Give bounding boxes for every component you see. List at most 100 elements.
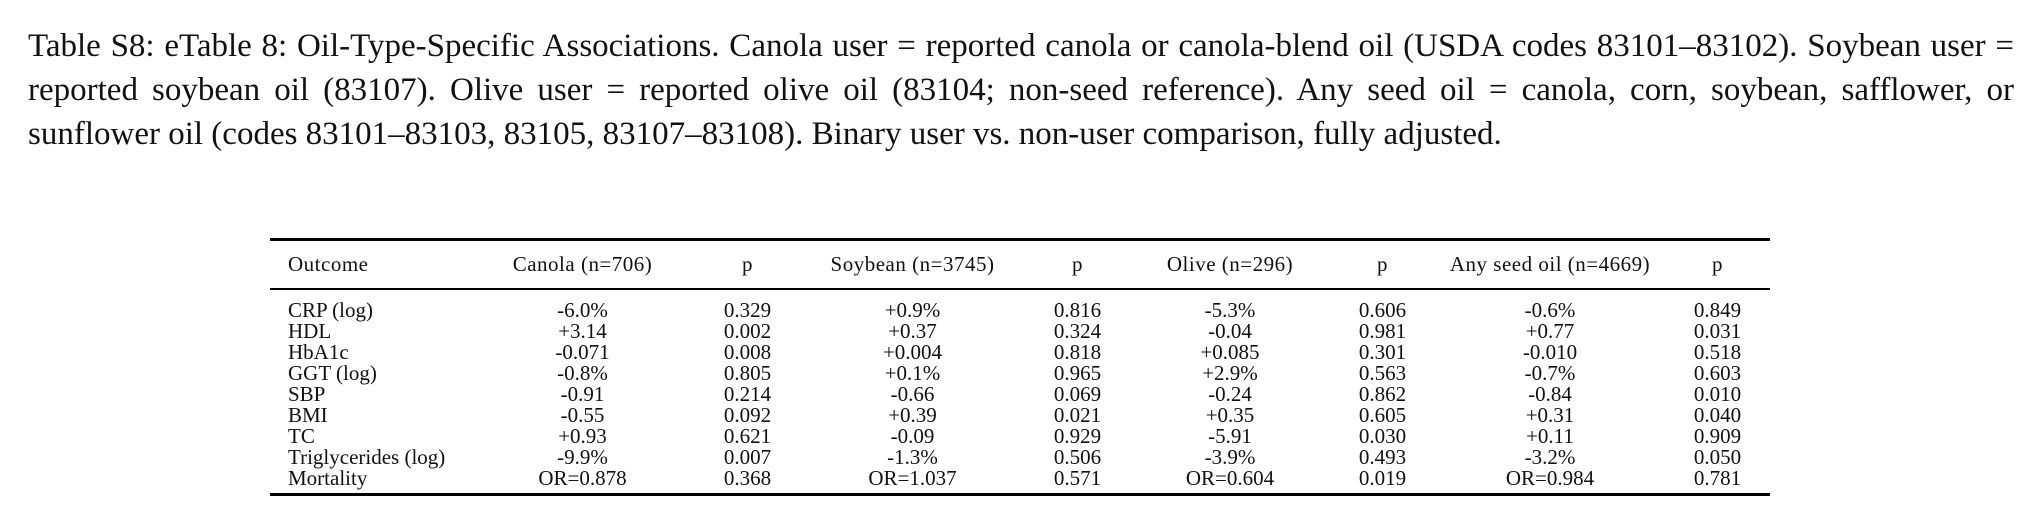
cell-outcome: HbA1c xyxy=(288,340,349,364)
cell-canola-p: 0.008 xyxy=(723,340,772,364)
cell-outcome: BMI xyxy=(288,403,328,427)
cell-canola-p: 0.329 xyxy=(723,298,772,322)
cell-any-seed-oil-p: 0.010 xyxy=(1693,382,1742,406)
cell-soybean: +0.004 xyxy=(882,340,943,364)
cell-olive-p: 0.605 xyxy=(1358,403,1407,427)
cell-olive: -0.04 xyxy=(1208,319,1252,343)
table-body: CRP (log) -6.0% 0.329 +0.9% 0.816 -5.3% … xyxy=(270,289,1770,495)
table-row: Mortality OR=0.878 0.368 OR=1.037 0.571 … xyxy=(270,468,1770,495)
header-olive: Olive (n=296) xyxy=(1166,252,1294,276)
cell-any-seed-oil: -0.7% xyxy=(1524,361,1576,385)
cell-soybean: -0.09 xyxy=(890,424,935,448)
table-row: GGT (log) -0.8% 0.805 +0.1% 0.965 +2.9% … xyxy=(270,363,1770,384)
cell-soybean: -1.3% xyxy=(887,445,938,469)
cell-olive: -0.24 xyxy=(1208,382,1252,406)
cell-any-seed-oil-p: 0.031 xyxy=(1693,319,1742,343)
cell-canola-p: 0.002 xyxy=(723,319,772,343)
cell-olive: +0.085 xyxy=(1200,340,1260,364)
cell-olive-p: 0.606 xyxy=(1358,298,1407,322)
cell-canola: -0.071 xyxy=(555,340,610,364)
cell-soybean-p: 0.021 xyxy=(1053,403,1102,427)
header-any-seed-oil-p: p xyxy=(1712,252,1723,276)
header-olive-p: p xyxy=(1377,252,1388,276)
cell-canola: -9.9% xyxy=(557,445,608,469)
cell-olive: -5.91 xyxy=(1208,424,1252,448)
cell-any-seed-oil-p: 0.909 xyxy=(1693,424,1742,448)
cell-canola: -0.8% xyxy=(557,361,608,385)
header-any-seed-oil: Any seed oil (n=4669) xyxy=(1449,252,1651,276)
cell-olive-p: 0.862 xyxy=(1358,382,1407,406)
header-outcome: Outcome xyxy=(288,252,369,276)
table-row: TC +0.93 0.621 -0.09 0.929 -5.91 0.030 +… xyxy=(270,426,1770,447)
cell-soybean-p: 0.818 xyxy=(1053,340,1102,364)
cell-soybean-p: 0.929 xyxy=(1053,424,1102,448)
cell-soybean-p: 0.816 xyxy=(1053,298,1102,322)
table-row: CRP (log) -6.0% 0.329 +0.9% 0.816 -5.3% … xyxy=(270,289,1770,321)
cell-soybean: OR=1.037 xyxy=(868,466,957,490)
cell-any-seed-oil: -3.2% xyxy=(1524,445,1576,469)
cell-canola: -0.55 xyxy=(560,403,605,427)
cell-olive-p: 0.563 xyxy=(1358,361,1407,385)
cell-outcome: GGT (log) xyxy=(288,361,377,385)
cell-canola: +0.93 xyxy=(558,424,607,448)
results-table: Outcome Canola (n=706) p Soybean (n=3745… xyxy=(270,238,1770,496)
cell-soybean: +0.1% xyxy=(884,361,941,385)
header-soybean: Soybean (n=3745) xyxy=(830,252,995,276)
table-row: SBP -0.91 0.214 -0.66 0.069 -0.24 0.862 … xyxy=(270,384,1770,405)
cell-any-seed-oil: OR=0.984 xyxy=(1505,466,1595,490)
cell-any-seed-oil: +0.11 xyxy=(1526,424,1574,448)
cell-any-seed-oil-p: 0.518 xyxy=(1693,340,1742,364)
cell-canola: -6.0% xyxy=(557,298,608,322)
cell-any-seed-oil: -0.84 xyxy=(1528,382,1572,406)
cell-outcome: Triglycerides (log) xyxy=(288,445,446,469)
cell-canola-p: 0.621 xyxy=(723,424,772,448)
table-row: Triglycerides (log) -9.9% 0.007 -1.3% 0.… xyxy=(270,447,1770,468)
cell-any-seed-oil: -0.010 xyxy=(1522,340,1578,364)
cell-olive: +0.35 xyxy=(1205,403,1255,427)
cell-canola: +3.14 xyxy=(558,319,607,343)
cell-canola: -0.91 xyxy=(560,382,605,406)
header-row: Outcome Canola (n=706) p Soybean (n=3745… xyxy=(270,239,1770,289)
cell-olive-p: 0.301 xyxy=(1358,340,1407,364)
cell-outcome: CRP (log) xyxy=(288,298,373,322)
cell-any-seed-oil-p: 0.849 xyxy=(1693,298,1742,322)
cell-any-seed-oil: -0.6% xyxy=(1524,298,1576,322)
cell-canola: OR=0.878 xyxy=(538,466,627,490)
cell-olive: -3.9% xyxy=(1204,445,1256,469)
cell-canola-p: 0.805 xyxy=(723,361,772,385)
cell-any-seed-oil-p: 0.781 xyxy=(1693,466,1742,490)
cell-outcome: SBP xyxy=(288,382,326,406)
table-caption: Table S8: eTable 8: Oil-Type-Specific As… xyxy=(28,28,2014,152)
table-row: HbA1c -0.071 0.008 +0.004 0.818 +0.085 0… xyxy=(270,342,1770,363)
cell-soybean-p: 0.324 xyxy=(1053,319,1102,343)
cell-olive: OR=0.604 xyxy=(1185,466,1275,490)
cell-olive-p: 0.019 xyxy=(1358,466,1407,490)
cell-any-seed-oil: +0.31 xyxy=(1525,403,1575,427)
cell-any-seed-oil: +0.77 xyxy=(1525,319,1575,343)
table-header: Outcome Canola (n=706) p Soybean (n=3745… xyxy=(270,239,1770,289)
cell-canola-p: 0.214 xyxy=(723,382,772,406)
cell-soybean: +0.9% xyxy=(884,298,941,322)
cell-olive-p: 0.030 xyxy=(1358,424,1407,448)
cell-canola-p: 0.368 xyxy=(723,466,772,490)
table-row: BMI -0.55 0.092 +0.39 0.021 +0.35 0.605 … xyxy=(270,405,1770,426)
cell-soybean: +0.37 xyxy=(888,319,937,343)
cell-outcome: HDL xyxy=(288,319,332,343)
results-table-container: Outcome Canola (n=706) p Soybean (n=3745… xyxy=(270,238,1770,496)
cell-any-seed-oil-p: 0.603 xyxy=(1693,361,1742,385)
header-canola-p: p xyxy=(742,252,753,276)
cell-any-seed-oil-p: 0.050 xyxy=(1693,445,1742,469)
cell-outcome: Mortality xyxy=(288,466,368,490)
cell-canola-p: 0.007 xyxy=(723,445,772,469)
cell-soybean-p: 0.506 xyxy=(1053,445,1102,469)
cell-soybean-p: 0.571 xyxy=(1053,466,1102,490)
cell-outcome: TC xyxy=(288,424,315,448)
cell-olive-p: 0.981 xyxy=(1358,319,1407,343)
cell-olive: -5.3% xyxy=(1204,298,1256,322)
cell-olive-p: 0.493 xyxy=(1358,445,1407,469)
cell-soybean-p: 0.965 xyxy=(1053,361,1102,385)
cell-olive: +2.9% xyxy=(1202,361,1258,385)
cell-canola-p: 0.092 xyxy=(723,403,772,427)
table-row: HDL +3.14 0.002 +0.37 0.324 -0.04 0.981 … xyxy=(270,321,1770,342)
cell-any-seed-oil-p: 0.040 xyxy=(1693,403,1742,427)
